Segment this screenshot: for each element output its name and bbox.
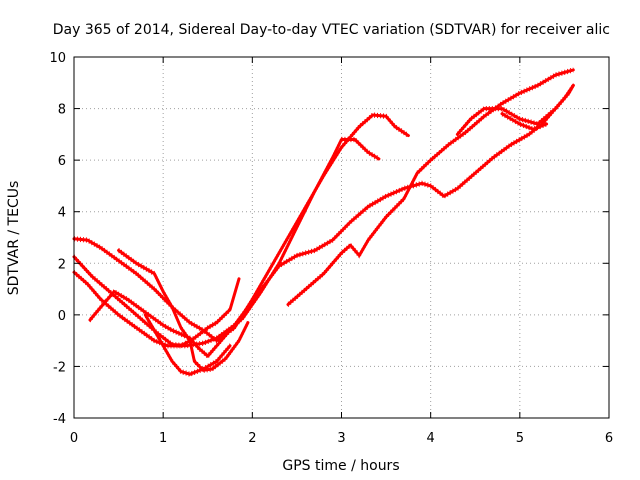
x-tick-label: 0 xyxy=(70,431,78,446)
series-line xyxy=(455,83,575,136)
x-tick-label: 5 xyxy=(516,431,524,446)
series-layer xyxy=(72,67,575,377)
y-tick-label: 2 xyxy=(58,257,66,272)
series-marker-lower xyxy=(456,87,574,137)
axes: 0 1 2 3 4 5 6 -4 -2 0 2 4 6 8 10 xyxy=(49,51,613,446)
x-axis-label: GPS time / hours xyxy=(282,458,399,474)
series-marker-upper xyxy=(73,83,574,345)
series-line xyxy=(72,83,575,348)
series-marker-lower xyxy=(287,71,574,307)
series-sat-g xyxy=(286,67,575,307)
series-marker-upper xyxy=(89,136,380,355)
series-sat-b xyxy=(72,269,241,349)
series-marker-upper xyxy=(73,269,240,345)
series-line xyxy=(286,68,575,306)
y-tick-label: -2 xyxy=(53,360,66,375)
series-sat-e xyxy=(117,247,250,373)
series-marker-upper xyxy=(118,247,249,369)
series-line xyxy=(500,112,549,131)
series-marker-lower xyxy=(501,115,547,132)
series-marker-lower xyxy=(73,116,409,344)
y-tick-label: 4 xyxy=(58,206,66,221)
series-marker-upper xyxy=(287,67,574,303)
series-sat-f xyxy=(143,312,232,377)
series-sat-d xyxy=(72,83,575,349)
series-line xyxy=(143,313,232,376)
series-marker-lower xyxy=(118,251,249,373)
y-tick-label: 8 xyxy=(58,103,66,118)
series-sat-h xyxy=(455,83,575,137)
series-marker-lower xyxy=(89,140,380,359)
x-tick-label: 3 xyxy=(337,431,345,446)
series-marker-lower xyxy=(73,273,240,349)
series-sat-c xyxy=(88,136,381,359)
series-marker-lower xyxy=(73,87,574,349)
grid xyxy=(74,57,609,418)
x-tick-label: 2 xyxy=(248,431,256,446)
y-tick-label: -4 xyxy=(53,412,66,427)
y-tick-label: 6 xyxy=(58,154,66,169)
y-axis-label: SDTVAR / TECUs xyxy=(6,181,22,296)
chart-title: Day 365 of 2014, Sidereal Day-to-day VTE… xyxy=(53,22,610,38)
series-marker-upper xyxy=(501,111,547,128)
series-sat-i xyxy=(500,111,549,132)
series-line xyxy=(72,270,241,348)
x-tick-label: 6 xyxy=(605,431,613,446)
x-tick-label: 1 xyxy=(159,431,167,446)
y-tick-label: 10 xyxy=(49,51,66,66)
series-marker-upper xyxy=(456,83,574,133)
series-line xyxy=(88,138,381,358)
x-tick-label: 4 xyxy=(427,431,435,446)
y-tick-label: 0 xyxy=(58,309,66,324)
series-sat-a xyxy=(72,112,410,344)
